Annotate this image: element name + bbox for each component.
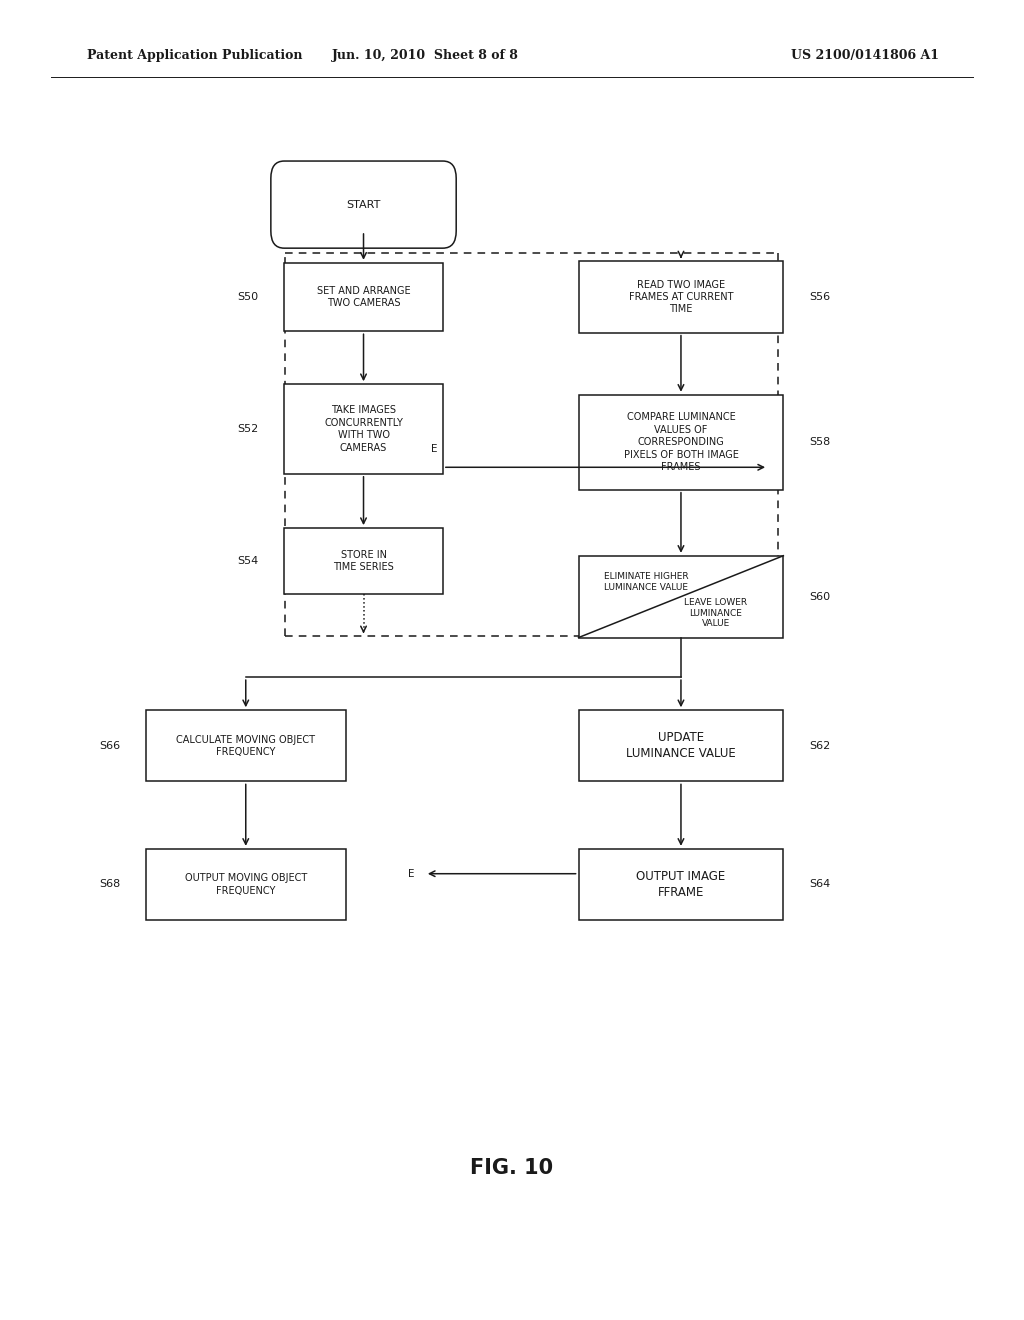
Bar [579, 710, 783, 781]
Text: E: E [431, 444, 438, 454]
Bar [284, 528, 442, 594]
Bar [579, 849, 783, 920]
Text: S50: S50 [238, 292, 258, 302]
Bar [284, 384, 442, 474]
Text: ELIMINATE HIGHER
LUMINANCE VALUE: ELIMINATE HIGHER LUMINANCE VALUE [604, 572, 688, 591]
Text: READ TWO IMAGE
FRAMES AT CURRENT
TIME: READ TWO IMAGE FRAMES AT CURRENT TIME [629, 280, 733, 314]
Text: S66: S66 [99, 741, 121, 751]
Text: S60: S60 [809, 591, 830, 602]
Text: S68: S68 [99, 879, 121, 890]
Text: FIG. 10: FIG. 10 [470, 1158, 554, 1179]
Text: S64: S64 [809, 879, 830, 890]
Text: Patent Application Publication: Patent Application Publication [87, 49, 302, 62]
Text: COMPARE LUMINANCE
VALUES OF
CORRESPONDING
PIXELS OF BOTH IMAGE
FRAMES: COMPARE LUMINANCE VALUES OF CORRESPONDIN… [624, 412, 738, 473]
Bar [284, 263, 442, 331]
Text: S52: S52 [238, 424, 258, 434]
Bar [579, 261, 783, 333]
Text: STORE IN
TIME SERIES: STORE IN TIME SERIES [333, 550, 394, 572]
Text: Jun. 10, 2010  Sheet 8 of 8: Jun. 10, 2010 Sheet 8 of 8 [332, 49, 518, 62]
Text: UPDATE
LUMINANCE VALUE: UPDATE LUMINANCE VALUE [626, 731, 736, 760]
Text: US 2100/0141806 A1: US 2100/0141806 A1 [792, 49, 939, 62]
Text: TAKE IMAGES
CONCURRENTLY
WITH TWO
CAMERAS: TAKE IMAGES CONCURRENTLY WITH TWO CAMERA… [324, 405, 403, 453]
Text: OUTPUT IMAGE
FFRAME: OUTPUT IMAGE FFRAME [636, 870, 726, 899]
Text: START: START [346, 199, 381, 210]
Text: S54: S54 [238, 556, 258, 566]
Bar [579, 395, 783, 490]
Text: E: E [409, 869, 415, 879]
Text: S62: S62 [809, 741, 830, 751]
Text: S56: S56 [809, 292, 830, 302]
FancyBboxPatch shape [270, 161, 456, 248]
Bar [579, 556, 783, 638]
Text: SET AND ARRANGE
TWO CAMERAS: SET AND ARRANGE TWO CAMERAS [316, 286, 411, 308]
Text: LEAVE LOWER
LUMINANCE
VALUE: LEAVE LOWER LUMINANCE VALUE [684, 598, 748, 628]
Text: OUTPUT MOVING OBJECT
FREQUENCY: OUTPUT MOVING OBJECT FREQUENCY [184, 874, 307, 895]
Text: CALCULATE MOVING OBJECT
FREQUENCY: CALCULATE MOVING OBJECT FREQUENCY [176, 735, 315, 756]
Bar [145, 710, 346, 781]
Text: S58: S58 [809, 437, 830, 447]
Bar [145, 849, 346, 920]
